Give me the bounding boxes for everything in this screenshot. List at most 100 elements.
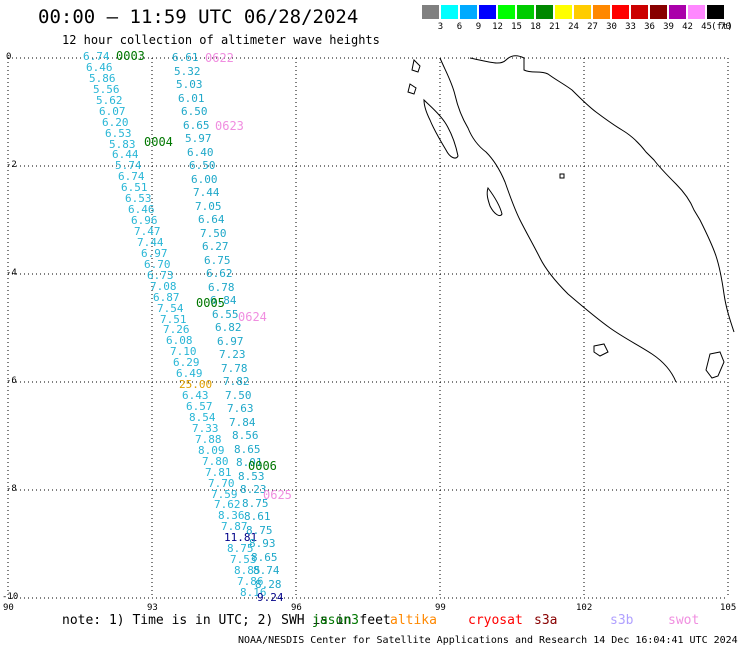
scale-swatch xyxy=(650,5,667,19)
scale-label: 33 xyxy=(625,22,636,32)
wave-height-value: 7.51 xyxy=(160,313,187,326)
wave-height-value: 9.24 xyxy=(257,591,284,604)
swot-pass-label: 0624 xyxy=(238,310,267,324)
scale-label: 21 xyxy=(549,22,560,32)
wave-height-value: 6.01 xyxy=(178,92,205,105)
coastline xyxy=(407,55,735,383)
wave-height-value: 8.74 xyxy=(253,564,280,577)
wave-height-value: 7.86 xyxy=(237,575,264,588)
latitude-label: -6 xyxy=(6,376,17,386)
wave-height-value: 6.75 xyxy=(204,254,231,267)
wave-height-value: 7.87 xyxy=(221,520,248,533)
longitude-label: 102 xyxy=(576,603,593,613)
wave-height-value: 6.65 xyxy=(183,119,210,132)
wave-height-value: 7.53 xyxy=(230,553,257,566)
wave-height-value: 8.23 xyxy=(240,483,267,496)
wave-height-value: 5.32 xyxy=(174,65,201,78)
scale-label: 3 xyxy=(437,22,444,32)
wave-height-value: 8.36 xyxy=(218,509,245,522)
scale-label: 6 xyxy=(456,22,463,32)
scale-swatch xyxy=(517,5,534,19)
wave-height-value: 7.81 xyxy=(205,466,232,479)
wave-height-value: 7.26 xyxy=(163,323,190,336)
wave-height-value: 6.49 xyxy=(176,367,203,380)
scale-unit: (ft) xyxy=(711,22,733,32)
wave-height-value: 6.50 xyxy=(189,159,216,172)
wave-height-value: 6.74 xyxy=(118,170,145,183)
wave-height-value: 8.54 xyxy=(189,411,216,424)
wave-height-value: 7.23 xyxy=(219,348,246,361)
wave-height-value: 7.80 xyxy=(202,455,229,468)
wave-height-value: 5.62 xyxy=(96,94,123,107)
wave-height-value: 8.85 xyxy=(234,564,261,577)
wave-height-value: 5.97 xyxy=(185,132,212,145)
longitude-label: 90 xyxy=(3,603,14,613)
wave-height-value: 7.47 xyxy=(134,225,161,238)
wave-height-value: 6.40 xyxy=(187,146,214,159)
wave-height-value: 7.70 xyxy=(208,477,235,490)
swot-pass-label: 0622 xyxy=(205,51,234,65)
latitude-label: -8 xyxy=(6,484,17,494)
scale-swatch xyxy=(688,5,705,19)
scale-label: 30 xyxy=(606,22,617,32)
longitude-label: 96 xyxy=(291,603,302,613)
scale-label: 24 xyxy=(568,22,579,32)
swot-pass-label: 0623 xyxy=(215,119,244,133)
wave-height-value: 6.96 xyxy=(131,214,158,227)
color-scale: 3 6 9 12 15 18 21 24 27 30 33 36 39 42 45 70 (ft) xyxy=(422,5,733,35)
jason-pass-label: 0006 xyxy=(248,459,277,473)
scale-swatch xyxy=(707,5,724,19)
satellite-legend: jason3 altika cryosat s3a s3b swot xyxy=(0,613,740,629)
map-title: 00:00 — 11:59 UTC 06/28/2024 xyxy=(38,6,359,28)
jason-pass-label: 0004 xyxy=(144,135,173,149)
scale-swatch xyxy=(631,5,648,19)
credit-line: NOAA/NESDIS Center for Satellite Applica… xyxy=(238,635,738,646)
jason-pass-label: 0005 xyxy=(196,296,225,310)
wave-height-value: 6.70 xyxy=(144,258,171,271)
wave-height-value: 7.44 xyxy=(193,186,220,199)
legend-s3a: s3a xyxy=(534,613,558,628)
longitude-label: 93 xyxy=(147,603,158,613)
scale-swatch xyxy=(460,5,477,19)
wave-height-value: 6.46 xyxy=(86,61,113,74)
scale-label: 12 xyxy=(492,22,503,32)
wave-height-value: 7.54 xyxy=(157,302,184,315)
longitude-label: 99 xyxy=(435,603,446,613)
scale-label: 45 xyxy=(701,22,712,32)
wave-height-value: 6.97 xyxy=(217,335,244,348)
wave-height-value: 7.33 xyxy=(192,422,219,435)
map-subtitle: 12 hour collection of altimeter wave hei… xyxy=(62,33,380,47)
wave-height-value: 5.83 xyxy=(109,138,136,151)
scale-label: 42 xyxy=(682,22,693,32)
wave-height-value: 7.05 xyxy=(195,200,222,213)
wave-height-value: 7.78 xyxy=(221,362,248,375)
scale-swatch xyxy=(536,5,553,19)
wave-height-value: 6.20 xyxy=(102,116,129,129)
wave-height-value: 7.82 xyxy=(223,375,250,388)
wave-height-value: 6.51 xyxy=(121,181,148,194)
scale-swatch xyxy=(612,5,629,19)
scale-swatch xyxy=(422,5,439,19)
scale-label: 70 xyxy=(720,22,731,32)
wave-height-value: 7.84 xyxy=(229,416,256,429)
scale-label: 18 xyxy=(530,22,541,32)
wave-height-value: 5.86 xyxy=(89,72,116,85)
wave-height-value: 8.75 xyxy=(246,524,273,537)
legend-altika: altika xyxy=(390,613,437,628)
wave-height-value: 7.08 xyxy=(150,280,177,293)
wave-height-value: 6.44 xyxy=(112,148,139,161)
scale-swatch xyxy=(498,5,515,19)
wave-height-value: 6.29 xyxy=(173,356,200,369)
wave-height-value: 6.55 xyxy=(212,308,239,321)
wave-height-value: 7.63 xyxy=(227,402,254,415)
wave-height-value: 8.65 xyxy=(234,443,261,456)
legend-s3b: s3b xyxy=(610,613,634,628)
wave-height-value: 7.10 xyxy=(170,345,197,358)
wave-height-value: 6.61 xyxy=(172,51,199,64)
wave-height-value: 7.44 xyxy=(137,236,164,249)
footnote: note: 1) Time is in UTC; 2) SWH is in fe… xyxy=(62,613,391,628)
swot-pass-label: 0625 xyxy=(263,488,292,502)
latitude-label: -4 xyxy=(6,268,17,278)
lat-lon-grid xyxy=(7,57,729,599)
wave-height-value: 6.57 xyxy=(186,400,213,413)
